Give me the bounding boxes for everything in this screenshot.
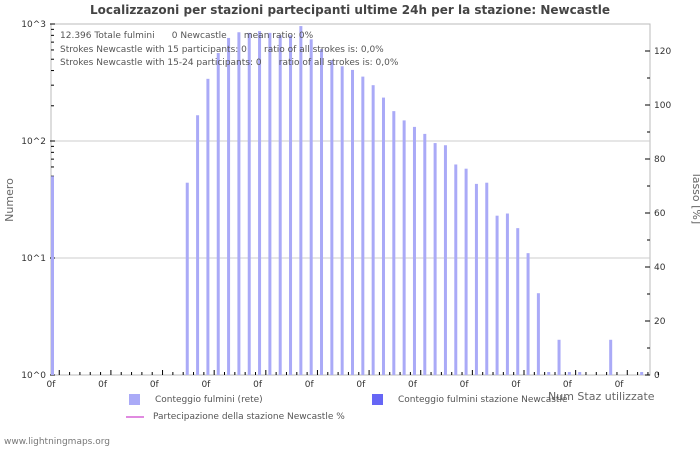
bar	[495, 215, 499, 375]
right-tick-label: 0	[654, 371, 660, 381]
bar	[185, 182, 189, 375]
legend-station-label: Conteggio fulmini stazione Newcastle	[398, 394, 568, 405]
bar	[609, 339, 613, 375]
bar	[454, 164, 458, 375]
x-axis-title: Num Staz utilizzate	[548, 390, 655, 403]
stats-line-3: Strokes Newcastle with 15-24 participant…	[60, 58, 399, 68]
right-tick-label: 120	[654, 47, 671, 57]
y-axis-right-title: Tasso [%]	[690, 171, 700, 224]
x-tick-label: 0f	[563, 380, 573, 390]
chart-title: Localizzazoni per stazioni partecipanti …	[90, 3, 610, 17]
bar	[330, 60, 334, 375]
bar	[443, 145, 447, 375]
bar	[526, 253, 530, 375]
x-tick-label: 0f	[615, 380, 625, 390]
bar	[340, 66, 344, 376]
y-tick-label: 10^1	[21, 254, 46, 264]
x-tick-label: 0f	[47, 380, 57, 390]
legend-network: Conteggio fulmini (rete)	[129, 394, 263, 405]
bar	[474, 183, 478, 375]
bar	[216, 53, 220, 376]
bar	[547, 372, 551, 375]
bar	[640, 372, 644, 375]
bar	[536, 293, 540, 375]
x-tick-label: 0f	[305, 380, 315, 390]
bar	[557, 339, 561, 375]
bar	[402, 120, 406, 375]
right-tick-label: 40	[654, 263, 666, 273]
x-tick-label: 0f	[511, 380, 521, 390]
legend-swatch-network-icon	[129, 394, 140, 405]
x-tick-label: 0f	[98, 380, 108, 390]
bar	[227, 37, 231, 375]
bar	[392, 111, 396, 375]
bar	[289, 35, 293, 375]
legend-network-label: Conteggio fulmini (rete)	[155, 394, 263, 405]
bar	[196, 115, 200, 376]
bar	[309, 39, 313, 375]
bar	[485, 182, 489, 375]
bar	[237, 32, 241, 375]
legend-participation-label: Partecipazione della stazione Newcastle …	[153, 412, 345, 422]
bar	[433, 143, 437, 375]
legend-line-participation-icon	[126, 416, 144, 418]
legend-swatch-station-icon	[372, 394, 383, 405]
bar	[51, 176, 54, 375]
y-tick-label: 10^0	[21, 371, 46, 381]
x-tick-label: 0f	[150, 380, 160, 390]
bar	[206, 78, 210, 376]
bar	[412, 126, 416, 375]
plot-frame	[50, 23, 651, 376]
x-tick-label: 0f	[201, 380, 211, 390]
bar	[268, 32, 272, 376]
x-tick-label: 0f	[460, 380, 470, 390]
y-axis-title: Numero	[3, 178, 16, 222]
legend-station: Conteggio fulmini stazione Newcastle	[372, 394, 567, 405]
bar	[464, 168, 468, 375]
bar	[516, 228, 520, 375]
legend-participation: Partecipazione della stazione Newcastle …	[126, 412, 345, 422]
bar	[371, 85, 375, 375]
x-tick-label: 0f	[253, 380, 263, 390]
credit-link[interactable]: www.lightningmaps.org	[4, 437, 110, 447]
bar	[505, 213, 509, 375]
stats-box: 12.396 Totale fulmini 0 Newcastle mean r…	[60, 30, 398, 71]
right-tick-label: 80	[654, 155, 666, 165]
bar	[381, 97, 385, 376]
bar	[278, 35, 282, 375]
bar	[351, 69, 354, 375]
bar	[578, 372, 582, 375]
stats-line-2: Strokes Newcastle with 15 participants: …	[60, 44, 384, 55]
stats-line-1: 12.396 Totale fulmini 0 Newcastle mean r…	[60, 31, 314, 41]
right-tick-label: 60	[654, 209, 666, 219]
y-tick-label: 10^2	[21, 137, 46, 147]
right-tick-label: 20	[654, 317, 666, 327]
bar	[567, 372, 571, 375]
bar	[361, 76, 365, 375]
bar	[258, 31, 262, 376]
bar	[247, 32, 251, 376]
x-tick-label: 0f	[356, 380, 366, 390]
bar	[320, 49, 324, 376]
x-tick-label: 0f	[408, 380, 418, 390]
bar	[423, 133, 427, 375]
y-tick-label: 10^3	[21, 20, 46, 30]
right-tick-label: 100	[654, 101, 671, 111]
bar	[299, 26, 303, 375]
